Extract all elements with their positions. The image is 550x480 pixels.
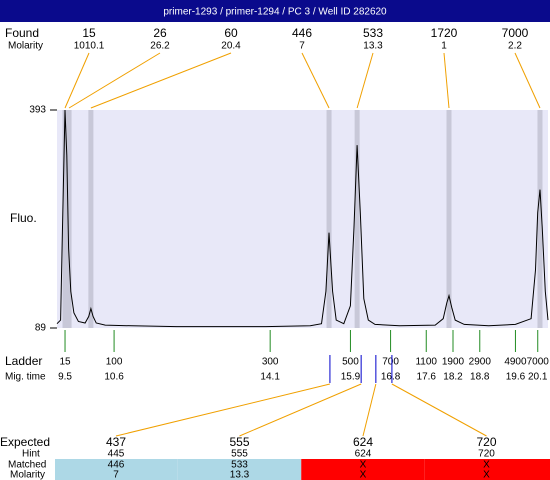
- ladder-time: 10.6: [104, 372, 124, 383]
- found-molarity: 13.3: [363, 41, 383, 52]
- plot-area: [57, 110, 548, 328]
- ladder-time: 18.2: [443, 372, 463, 383]
- matched-cell: [177, 459, 302, 480]
- ladder-time: 20.1: [528, 372, 548, 383]
- matched-molarity: X: [483, 470, 490, 480]
- ladder-size: 100: [106, 357, 123, 368]
- peak-band: [88, 110, 94, 328]
- found-molarity: 7: [299, 41, 305, 52]
- peak-connector: [301, 52, 330, 109]
- found-label: Found: [5, 26, 39, 40]
- matched-value: X: [360, 460, 367, 471]
- ladder-time: 18.8: [470, 372, 490, 383]
- ladder-label: Ladder: [5, 354, 42, 368]
- ladder-time: 19.6: [506, 372, 526, 383]
- matched-value: 533: [231, 460, 248, 471]
- matched-cell: [424, 459, 550, 480]
- y-tick-label: 393: [29, 105, 46, 116]
- peak-band: [354, 110, 360, 328]
- ladder-size: 700: [382, 357, 399, 368]
- ladder-size: 4900: [504, 357, 527, 368]
- expected-connector: [362, 383, 377, 437]
- expected-connector: [391, 383, 487, 437]
- ladder-size: 7000: [527, 357, 550, 368]
- ladder-time: 17.6: [417, 372, 437, 383]
- y-axis-label: Fluo.: [10, 211, 37, 225]
- hint-value: 720: [478, 449, 495, 460]
- hint-value: 555: [231, 449, 248, 460]
- ladder-time: 15.9: [341, 372, 361, 383]
- found-molarity: 2.2: [508, 41, 522, 52]
- trace: [56, 109, 549, 328]
- peak-connector: [64, 52, 90, 109]
- ladder-size: 1900: [442, 357, 465, 368]
- expected-connector: [115, 383, 331, 437]
- ladder-size: 300: [262, 357, 279, 368]
- matched-value: X: [483, 460, 490, 471]
- header-title: primer-1293 / primer-1294 / PC 3 / Well …: [163, 7, 387, 18]
- peak-connector: [443, 52, 450, 109]
- found-molarity: 1: [441, 41, 447, 52]
- hint-value: 445: [108, 449, 125, 460]
- expected-label: Expected: [0, 435, 50, 449]
- found-size: 446: [292, 26, 312, 40]
- molarity-row-label: Molarity: [10, 470, 45, 480]
- ladder-size: 2900: [469, 357, 492, 368]
- peak-connector: [514, 52, 541, 109]
- matched-molarity: 7: [113, 470, 119, 480]
- found-size: 533: [363, 26, 383, 40]
- found-size: 1720: [431, 26, 458, 40]
- found-molarity: 1010.1: [74, 41, 105, 52]
- peak-band: [66, 110, 72, 328]
- matched-molarity: X: [360, 470, 367, 480]
- matched-cell: [301, 459, 425, 480]
- molarity-label: Molarity: [8, 41, 43, 52]
- matched-cell: [55, 459, 178, 480]
- mig-time-label: Mig. time: [5, 372, 46, 383]
- peak-band: [326, 110, 332, 328]
- expected-size: 720: [476, 435, 496, 449]
- y-tick-label: 89: [35, 323, 47, 334]
- found-size: 15: [82, 26, 96, 40]
- ladder-time: 14.1: [260, 372, 280, 383]
- peak-connector: [356, 52, 374, 109]
- found-size: 7000: [502, 26, 529, 40]
- expected-size: 624: [353, 435, 373, 449]
- found-molarity: 20.4: [221, 41, 241, 52]
- matched-molarity: 13.3: [230, 470, 250, 480]
- ladder-time: 16.8: [381, 372, 401, 383]
- expected-size: 437: [106, 435, 126, 449]
- expected-size: 555: [229, 435, 249, 449]
- peak-connector: [90, 52, 232, 109]
- ladder-time: 9.5: [58, 372, 72, 383]
- matched-value: 446: [108, 460, 125, 471]
- header-bar: [0, 0, 550, 22]
- expected-connector: [239, 383, 362, 437]
- found-molarity: 26.2: [150, 41, 170, 52]
- hint-label: Hint: [22, 449, 40, 460]
- ladder-size: 1100: [415, 357, 437, 368]
- matched-label: Matched: [8, 460, 46, 471]
- ladder-size: 15: [59, 357, 71, 368]
- peak-band: [537, 110, 543, 328]
- hint-value: 624: [355, 449, 372, 460]
- found-size: 26: [153, 26, 167, 40]
- found-size: 60: [224, 26, 238, 40]
- peak-band: [446, 110, 452, 328]
- ladder-size: 500: [342, 357, 359, 368]
- peak-connector: [68, 52, 161, 109]
- peak-band: [62, 110, 68, 328]
